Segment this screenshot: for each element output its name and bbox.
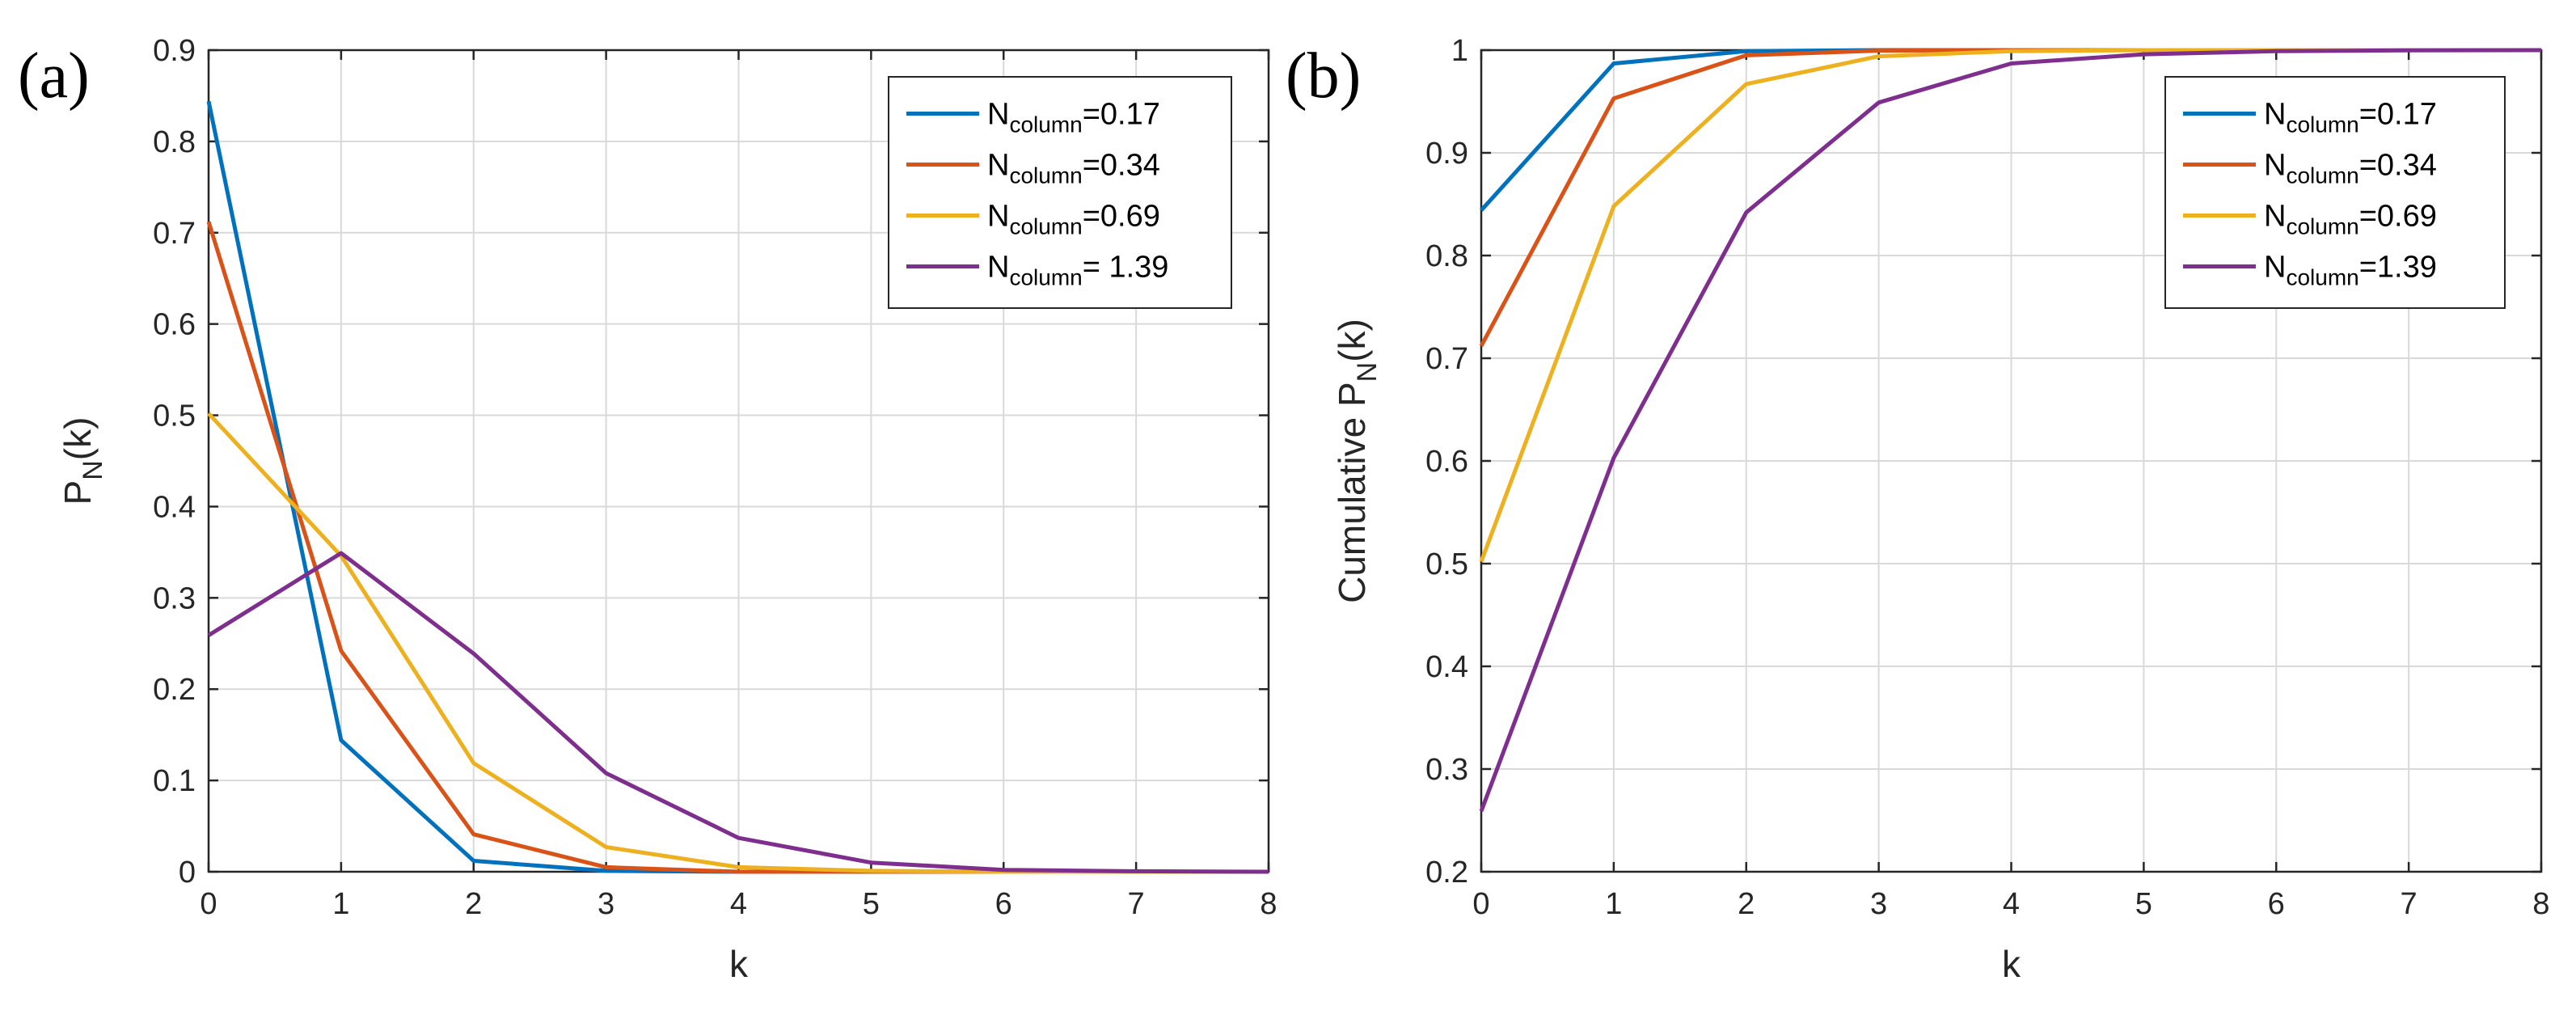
chart-a-legend-value: =0.69 <box>1083 200 1160 234</box>
chart-b-legend-value: =0.34 <box>2359 149 2437 183</box>
chart-a-xtick-label: 6 <box>995 887 1012 921</box>
chart-a-ytick-label: 0.9 <box>153 34 196 68</box>
chart-a-legend-entry-3: Ncolumn=0.69 <box>987 200 1160 239</box>
chart-b-legend-value: =0.17 <box>2359 98 2437 132</box>
chart-b-series-line-4 <box>1479 48 2542 812</box>
chart-b-ylabel-sub: N <box>1352 362 1383 382</box>
chart-b-xtick-label: 8 <box>2532 887 2549 921</box>
chart-b-legend-value: =0.69 <box>2359 200 2437 234</box>
chart-a-ytick-label: 0.2 <box>153 673 196 707</box>
chart-a-legend-main: N <box>987 98 1009 132</box>
chart-b-ytick-label: 0.3 <box>1425 753 1468 787</box>
chart-a-ylabel: PN(k) <box>57 417 108 505</box>
chart-a-legend-main: N <box>987 251 1009 285</box>
chart-b-legend: Ncolumn=0.17Ncolumn=0.34Ncolumn=0.69Ncol… <box>2164 76 2506 309</box>
chart-b-ytick-label: 0.5 <box>1425 547 1468 581</box>
chart-a-ytick-label: 0.8 <box>153 125 196 159</box>
chart-a-ytick-label: 0.7 <box>153 217 196 251</box>
chart-b-xlabel: k <box>2002 943 2021 985</box>
chart-b-ylabel-main: Cumulative P <box>1331 382 1373 603</box>
chart-b-xtick-label: 0 <box>1472 887 1489 921</box>
chart-b-xtick-label: 7 <box>2401 887 2418 921</box>
chart-a-legend-entry-2: Ncolumn=0.34 <box>987 149 1160 188</box>
chart-a-xtick-label: 3 <box>598 887 614 921</box>
chart-b-ytick-label: 0.9 <box>1425 137 1468 171</box>
chart-b-legend-main: N <box>2264 251 2286 285</box>
chart-a-legend-sub: column <box>1009 163 1082 188</box>
chart-a-ytick-label: 0.4 <box>153 490 196 524</box>
chart-a-ylabel-suffix: (k) <box>57 417 99 461</box>
chart-b-legend-main: N <box>2264 98 2286 132</box>
chart-b-ytick-label: 1 <box>1451 34 1468 68</box>
chart-a-legend-value: =0.34 <box>1083 149 1160 183</box>
chart-b-panel-label: (b) <box>1286 40 1361 112</box>
chart-b-ytick-label: 0.4 <box>1425 650 1468 684</box>
chart-b-ylabel: Cumulative PN(k) <box>1331 319 1383 603</box>
chart-b-xtick-label: 2 <box>1738 887 1755 921</box>
chart-b-ytick-label: 0.7 <box>1425 342 1468 376</box>
chart-b-legend-sub: column <box>2286 163 2359 188</box>
chart-b-xtick-label: 1 <box>1605 887 1622 921</box>
chart-a-legend-value: = 1.39 <box>1083 251 1169 285</box>
chart-b-xtick-label: 6 <box>2268 887 2285 921</box>
chart-a-ytick-label: 0.6 <box>153 308 196 342</box>
chart-a-legend-value: =0.17 <box>1083 98 1160 132</box>
chart-b-legend-entry-2: Ncolumn=0.34 <box>2264 149 2437 188</box>
chart-a-ylabel-sub: N <box>78 460 108 480</box>
chart-a-legend-main: N <box>987 149 1009 183</box>
chart-a-xtick-label: 1 <box>332 887 349 921</box>
chart-a-ylabel-main: P <box>57 480 99 505</box>
chart-a-legend-main: N <box>987 200 1009 234</box>
chart-b-ylabel-suffix: (k) <box>1331 319 1373 362</box>
chart-a-legend: Ncolumn=0.17Ncolumn=0.34Ncolumn=0.69Ncol… <box>888 76 1232 309</box>
chart-b-legend-main: N <box>2264 200 2286 234</box>
chart-a-series-line-4 <box>207 551 1269 874</box>
chart-b-legend-sub: column <box>2286 265 2359 290</box>
chart-a-xtick-label: 8 <box>1260 887 1277 921</box>
chart-a-panel-label: (a) <box>18 40 90 112</box>
chart-a-xtick-label: 0 <box>200 887 217 921</box>
chart-a-ytick-label: 0.5 <box>153 399 196 433</box>
chart-b-xtick-label: 4 <box>2003 887 2020 921</box>
chart-a-legend-sub: column <box>1009 214 1082 239</box>
chart-a-ytick-label: 0.3 <box>153 581 196 615</box>
chart-a-legend-entry-1: Ncolumn=0.17 <box>987 98 1160 137</box>
chart-b-xtick-label: 3 <box>1870 887 1887 921</box>
chart-a-xtick-label: 7 <box>1128 887 1145 921</box>
chart-a-ytick-label: 0 <box>179 856 196 890</box>
chart-b-legend-value: =1.39 <box>2359 251 2437 285</box>
chart-b-legend-main: N <box>2264 149 2286 183</box>
chart-a-legend-sub: column <box>1009 112 1082 137</box>
chart-b-legend-sub: column <box>2286 214 2359 239</box>
chart-a-ytick-label: 0.1 <box>153 764 196 798</box>
chart-b-ytick-label: 0.6 <box>1425 445 1468 479</box>
chart-b-legend-entry-1: Ncolumn=0.17 <box>2264 98 2437 137</box>
chart-b-legend-entry-3: Ncolumn=0.69 <box>2264 200 2437 239</box>
chart-b-legend-entry-4: Ncolumn=1.39 <box>2264 251 2437 290</box>
chart-a-xlabel: k <box>729 943 749 985</box>
chart-b-legend-sub: column <box>2286 112 2359 137</box>
chart-a-legend-sub: column <box>1009 265 1082 290</box>
chart-a-xtick-label: 2 <box>465 887 482 921</box>
chart-b-xtick-label: 5 <box>2135 887 2152 921</box>
chart-a-legend-entry-4: Ncolumn= 1.39 <box>987 251 1168 290</box>
chart-a-xtick-label: 4 <box>730 887 747 921</box>
chart-b-ytick-label: 0.2 <box>1425 856 1468 890</box>
chart-a-xtick-label: 5 <box>863 887 880 921</box>
chart-b-ytick-label: 0.8 <box>1425 239 1468 273</box>
